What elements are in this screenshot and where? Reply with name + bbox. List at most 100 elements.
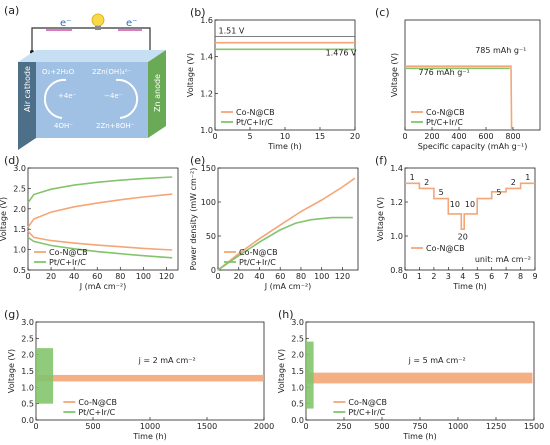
- curved-arrow-left: [43, 78, 67, 119]
- circuit-wire: [31, 27, 151, 52]
- y-tick-label: 2.5: [291, 334, 304, 343]
- plus-electrons: +4e⁻: [58, 92, 77, 100]
- x-tick-label: 0: [212, 132, 217, 141]
- x-tick-label: 9: [532, 272, 537, 281]
- x-axis-label: Time (h): [452, 282, 486, 291]
- series-band: [306, 341, 314, 409]
- step-label: 1: [525, 173, 530, 182]
- x-tick-label: 1: [417, 272, 422, 281]
- legend-label: Pt/C+Ir/C: [49, 258, 86, 267]
- y-tick-label: 1.0: [200, 126, 213, 135]
- legend-label: Pt/C+Ir/C: [348, 408, 385, 417]
- x-tick-label: 3: [446, 272, 451, 281]
- cell-top: [18, 50, 166, 62]
- y-tick-label: 100: [201, 198, 216, 207]
- x-tick-label: 0: [402, 132, 407, 141]
- y-tick-label: 2.0: [21, 351, 34, 360]
- y-tick-label: 2.0: [291, 351, 304, 360]
- y-tick-label: 1.4: [390, 164, 403, 173]
- x-tick-label: 10: [280, 132, 290, 141]
- y-tick-label: 1.0: [291, 383, 304, 392]
- x-tick-label: 1500: [197, 422, 217, 431]
- air-cathode-plate: [18, 62, 36, 150]
- x-tick-label: 1000: [140, 422, 160, 431]
- plot-frame: [404, 167, 536, 271]
- panel-letter-h: (h): [278, 308, 294, 321]
- y-tick-label: 1.0: [21, 383, 34, 392]
- x-tick-label: 2: [431, 272, 436, 281]
- current-density-label: j = 2 mA cm⁻²: [138, 356, 196, 365]
- x-tick-label: 40: [254, 272, 264, 281]
- x-tick-label: 500: [85, 422, 100, 431]
- x-tick-label: 20: [350, 132, 360, 141]
- x-tick-label: 60: [275, 272, 285, 281]
- x-tick-label: 80: [296, 272, 306, 281]
- y-tick-label: 3.0: [291, 318, 304, 327]
- x-tick-label: 7: [504, 272, 509, 281]
- y-tick-label: 1.0: [13, 246, 26, 255]
- annotation: 776 mAh g⁻¹: [419, 68, 470, 77]
- legend-label: Pt/C+Ir/C: [426, 118, 463, 127]
- step-label: 5: [439, 188, 444, 197]
- x-tick-label: 15: [315, 132, 325, 141]
- annotation: 1.51 V: [219, 27, 245, 36]
- step-label: 10: [465, 200, 475, 209]
- plot-frame: [27, 167, 179, 271]
- y-tick-label: 1.6: [200, 16, 213, 25]
- panel-letter-c: (c): [375, 6, 390, 19]
- x-axis-label: J (mA cm⁻²): [264, 282, 312, 291]
- x-tick-label: 0: [215, 272, 220, 281]
- chart-b: (b) 0 5 10 15 20 1.0 1.2 1.4 1.6 Time (h) Voltage (…: [186, 6, 360, 151]
- unit-note: unit: mA cm⁻²: [475, 255, 531, 264]
- legend-label: Co-N@CB: [239, 248, 278, 257]
- y-tick-label: 1.5: [291, 367, 304, 376]
- series-line: [27, 176, 173, 204]
- panel-letter-f: (f): [375, 154, 387, 167]
- y-axis-label: Voltage (V): [0, 197, 8, 241]
- legend-label: Pt/C+Ir/C: [78, 408, 115, 417]
- x-tick-label: 120: [335, 272, 350, 281]
- zn-anode-plate: [148, 50, 166, 138]
- x-axis-label: Time (h): [267, 142, 301, 151]
- x-tick-label: 0: [303, 422, 308, 431]
- x-tick-label: 600: [478, 132, 493, 141]
- x-tick-label: 500: [374, 422, 389, 431]
- x-tick-label: 250: [336, 422, 351, 431]
- electrolyte: [36, 62, 148, 138]
- y-axis-label: Voltage (V): [7, 349, 16, 393]
- x-axis-label: Time (h): [132, 432, 166, 441]
- y-tick-label: 50: [206, 232, 216, 241]
- x-axis-label: Specific capacity (mAh g⁻¹): [418, 142, 528, 151]
- chart-h: (h) 0 250 500 750 1000 1250 1500 0.0 0.5 1.0 1.5 2.0…: [277, 308, 544, 441]
- series-line: [27, 193, 173, 228]
- minus-electrons: −4e⁻: [104, 92, 123, 100]
- y-tick-label: 1.0: [390, 232, 403, 241]
- curved-arrow-right: [115, 78, 139, 119]
- step-label: 2: [511, 178, 516, 187]
- chart-g: (g) 0 500 1000 1500 2000 0.0 0.5 1.0 1.5 2.0 2.5 3.0…: [4, 308, 274, 441]
- y-tick-label: 0.8: [390, 266, 403, 275]
- series-line: [27, 230, 173, 251]
- legend-label: Co-N@CB: [426, 244, 465, 253]
- x-tick-label: 0: [25, 272, 30, 281]
- electron-left-label: e⁻: [60, 18, 71, 29]
- step-label: 10: [450, 200, 460, 209]
- x-tick-label: 200: [424, 132, 439, 141]
- plot-frame: [404, 19, 541, 131]
- annotation: 785 mAh g⁻¹: [475, 46, 526, 55]
- y-axis-label: Voltage (V): [277, 349, 286, 393]
- x-tick-label: 20: [46, 272, 56, 281]
- x-tick-label: 750: [412, 422, 427, 431]
- series-band: [306, 372, 533, 384]
- step-label: 1: [410, 173, 415, 182]
- y-tick-label: 150: [201, 164, 216, 173]
- y-tick-label: 1.5: [13, 225, 26, 234]
- x-tick-label: 1250: [486, 422, 506, 431]
- y-tick-label: 2.5: [13, 184, 26, 193]
- x-tick-label: 120: [159, 272, 174, 281]
- x-tick-label: 2000: [254, 422, 274, 431]
- y-tick-label: 3.0: [21, 318, 34, 327]
- x-tick-label: 1500: [524, 422, 544, 431]
